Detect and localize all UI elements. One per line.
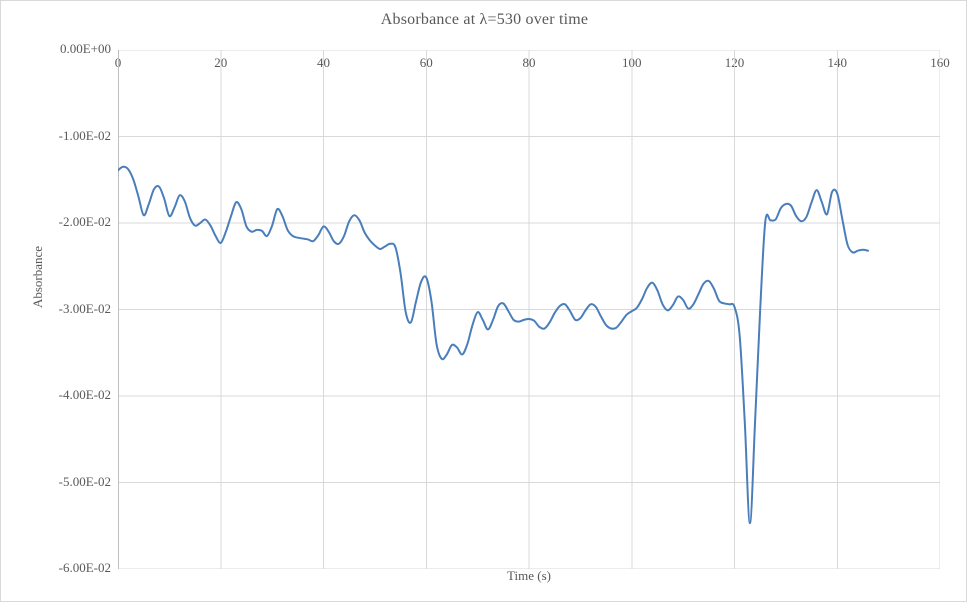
plot-area xyxy=(118,50,940,569)
y-axis-title: Absorbance xyxy=(30,245,45,309)
grid-lines xyxy=(118,50,940,569)
y-tick-label: 0.00E+00 xyxy=(59,41,111,56)
y-tick-label: -1.00E-02 xyxy=(58,127,111,143)
plot-svg xyxy=(118,50,940,569)
chart-title: Absorbance at λ=530 over time xyxy=(380,11,589,28)
series-lines xyxy=(118,165,870,525)
y-axis-tick-labels: 0.00E+00 -1.00E-02 -2.00E-02 -3.00E-02 -4.00… xyxy=(8,1,111,601)
y-tick-label: -3.00E-02 xyxy=(58,300,111,316)
x-tick-label: 160 xyxy=(930,55,950,70)
y-tick-label: -2.00E-02 xyxy=(58,214,111,229)
x-axis-title: Time (s) xyxy=(507,568,551,583)
series-line xyxy=(118,165,870,525)
y-tick-label: -4.00E-02 xyxy=(58,387,111,402)
y-tick-label: -5.00E-02 xyxy=(58,473,111,489)
y-tick-label: -6.00E-02 xyxy=(58,560,111,575)
